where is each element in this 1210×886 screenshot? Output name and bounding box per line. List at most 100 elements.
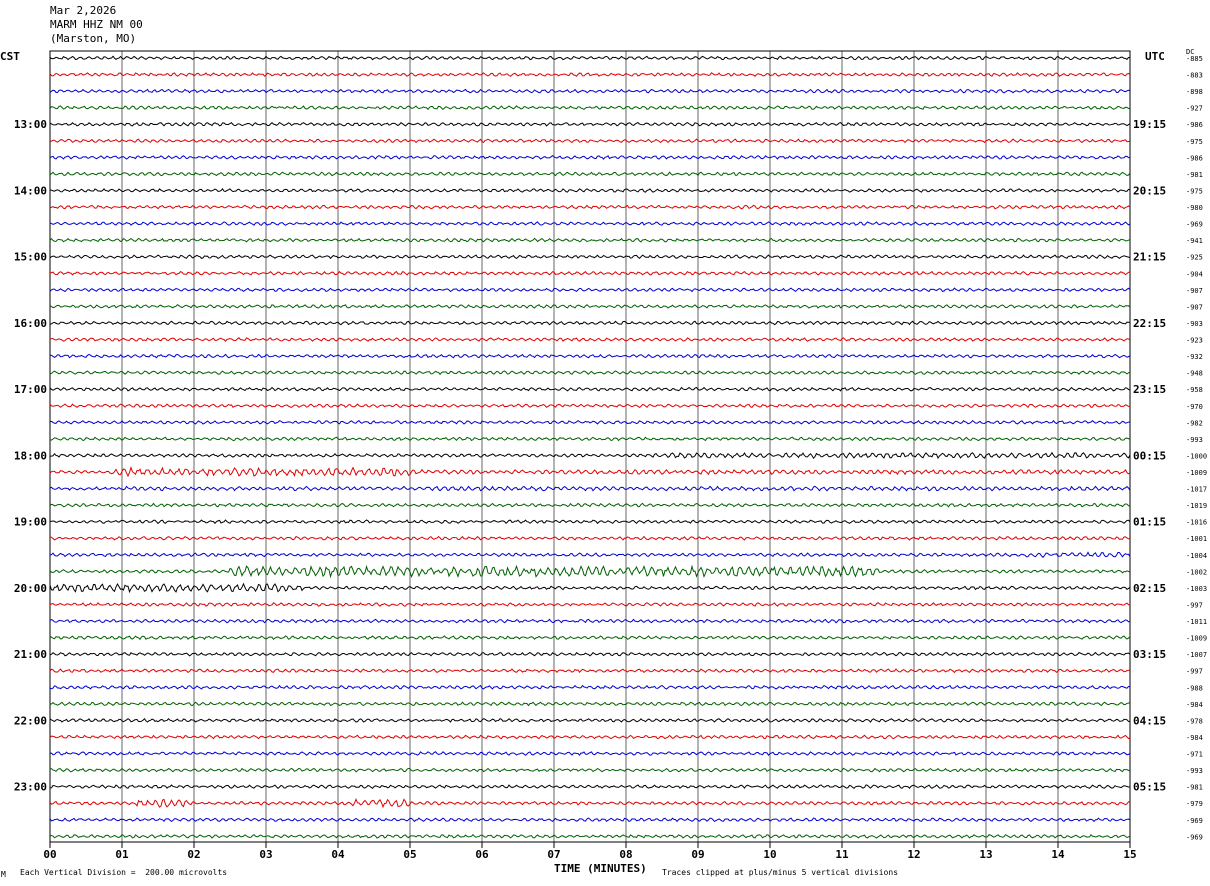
dc-offset-label: -1019 bbox=[1186, 502, 1207, 510]
seismic-trace-row bbox=[49, 485, 1131, 492]
seismic-trace-row bbox=[49, 171, 1131, 177]
dc-offset-label: -925 bbox=[1186, 254, 1203, 262]
scale-note: Each Vertical Division = 200.00 microvol… bbox=[20, 868, 228, 877]
dc-offset-label: -958 bbox=[1186, 386, 1203, 394]
dc-offset-label: -975 bbox=[1186, 187, 1203, 195]
dc-offset-label: -993 bbox=[1186, 767, 1203, 775]
left-time-label: 19:00 bbox=[14, 516, 47, 529]
x-tick-label: 06 bbox=[475, 848, 489, 861]
dc-offset-label: -1009 bbox=[1186, 635, 1207, 643]
dc-offset-label: -971 bbox=[1186, 751, 1203, 759]
dc-offset-label: -982 bbox=[1186, 419, 1203, 427]
seismic-trace-row bbox=[49, 817, 1131, 823]
seismic-trace-row bbox=[49, 684, 1131, 690]
dc-offset-label: -970 bbox=[1186, 403, 1203, 411]
seismic-trace-row bbox=[49, 72, 1131, 77]
seismic-trace-row bbox=[49, 618, 1131, 624]
seismic-trace-row bbox=[49, 767, 1131, 773]
dc-offset-label: -969 bbox=[1186, 221, 1203, 229]
right-time-label: 00:15 bbox=[1133, 449, 1166, 462]
dc-offset-label: -1004 bbox=[1186, 552, 1207, 560]
left-time-label: 22:00 bbox=[14, 714, 47, 727]
dc-offset-label: -980 bbox=[1186, 204, 1203, 212]
seismic-trace-row bbox=[49, 451, 1131, 460]
seismic-trace-row bbox=[49, 784, 1131, 790]
seismic-trace-row bbox=[49, 564, 1131, 579]
seismic-trace-row bbox=[49, 668, 1131, 674]
seismic-trace-row bbox=[49, 221, 1131, 226]
x-tick-label: 09 bbox=[691, 848, 704, 861]
seismic-trace-row bbox=[49, 701, 1131, 707]
seismic-trace-row bbox=[49, 635, 1131, 641]
dc-offset-label: -969 bbox=[1186, 817, 1203, 825]
dc-offset-label: -1016 bbox=[1186, 519, 1207, 527]
seismic-trace-row bbox=[49, 320, 1131, 326]
clip-note: Traces clipped at plus/minus 5 vertical … bbox=[662, 868, 899, 877]
dc-offset-label: -984 bbox=[1186, 734, 1203, 742]
seismic-trace-row bbox=[49, 582, 1131, 594]
seismic-trace-row bbox=[49, 651, 1131, 657]
dc-offset-label: -981 bbox=[1186, 171, 1203, 179]
seismic-trace-row bbox=[49, 188, 1131, 193]
right-time-label: 03:15 bbox=[1133, 648, 1166, 661]
seismic-trace-row bbox=[49, 337, 1131, 342]
seismic-trace-row bbox=[49, 105, 1131, 111]
dc-offset-label: -979 bbox=[1186, 800, 1203, 808]
seismic-trace-row bbox=[49, 204, 1131, 210]
dc-offset-label: -903 bbox=[1186, 320, 1203, 328]
x-tick-label: 04 bbox=[331, 848, 345, 861]
seismic-trace-row bbox=[49, 138, 1131, 144]
dc-offset-label: -1001 bbox=[1186, 535, 1207, 543]
corner-mark: M bbox=[1, 870, 6, 879]
seismic-trace-row bbox=[49, 419, 1131, 425]
dc-offset-label: -993 bbox=[1186, 436, 1203, 444]
dc-offset-label: -1011 bbox=[1186, 618, 1207, 626]
seismic-trace-row bbox=[49, 370, 1131, 376]
seismic-trace-row bbox=[49, 386, 1131, 392]
dc-offset-label: -883 bbox=[1186, 72, 1203, 80]
dc-offset-label: -1017 bbox=[1186, 486, 1207, 494]
x-tick-label: 15 bbox=[1123, 848, 1136, 861]
left-time-label: 14:00 bbox=[14, 184, 47, 197]
dc-offset-label: -981 bbox=[1186, 784, 1203, 792]
left-time-label: 15:00 bbox=[14, 251, 47, 264]
seismic-trace-row bbox=[49, 55, 1131, 61]
left-time-label: 23:00 bbox=[14, 781, 47, 794]
seismic-trace-row bbox=[49, 466, 1131, 478]
dc-offset-label: -969 bbox=[1186, 833, 1203, 841]
dc-offset-label: -885 bbox=[1186, 55, 1203, 63]
dc-offset-label: -1000 bbox=[1186, 452, 1207, 460]
left-time-label: 21:00 bbox=[14, 648, 47, 661]
dc-offset-header: DC bbox=[1186, 48, 1195, 56]
dc-offset-label: -997 bbox=[1186, 668, 1203, 676]
left-time-label: 18:00 bbox=[14, 449, 47, 462]
seismic-trace-row bbox=[49, 353, 1131, 359]
x-tick-label: 00 bbox=[43, 848, 56, 861]
dc-offset-label: -975 bbox=[1186, 138, 1203, 146]
left-time-label: 16:00 bbox=[14, 317, 47, 330]
dc-offset-label: -1003 bbox=[1186, 585, 1207, 593]
dc-offset-label: -932 bbox=[1186, 353, 1203, 361]
x-tick-label: 10 bbox=[763, 848, 776, 861]
right-time-label: 23:15 bbox=[1133, 383, 1166, 396]
seismic-trace-row bbox=[49, 734, 1131, 740]
dc-offset-label: -1007 bbox=[1186, 651, 1207, 659]
left-time-label: 17:00 bbox=[14, 383, 47, 396]
right-timezone-label: UTC bbox=[1145, 50, 1165, 63]
left-time-label: 13:00 bbox=[14, 118, 47, 131]
x-tick-label: 03 bbox=[259, 848, 272, 861]
right-time-label: 22:15 bbox=[1133, 317, 1166, 330]
dc-offset-label: -941 bbox=[1186, 237, 1203, 245]
seismic-trace-row bbox=[49, 254, 1131, 260]
x-tick-label: 02 bbox=[187, 848, 200, 861]
seismic-trace-row bbox=[49, 751, 1131, 757]
dc-offset-label: -948 bbox=[1186, 370, 1203, 378]
seismic-trace-row bbox=[49, 717, 1131, 723]
seismic-trace-row bbox=[49, 403, 1131, 409]
right-time-label: 05:15 bbox=[1133, 781, 1166, 794]
x-tick-label: 07 bbox=[547, 848, 560, 861]
seismic-trace-row bbox=[49, 602, 1131, 607]
dc-offset-label: -1009 bbox=[1186, 469, 1207, 477]
dc-offset-label: -984 bbox=[1186, 701, 1203, 709]
seismic-trace-row bbox=[49, 535, 1131, 541]
